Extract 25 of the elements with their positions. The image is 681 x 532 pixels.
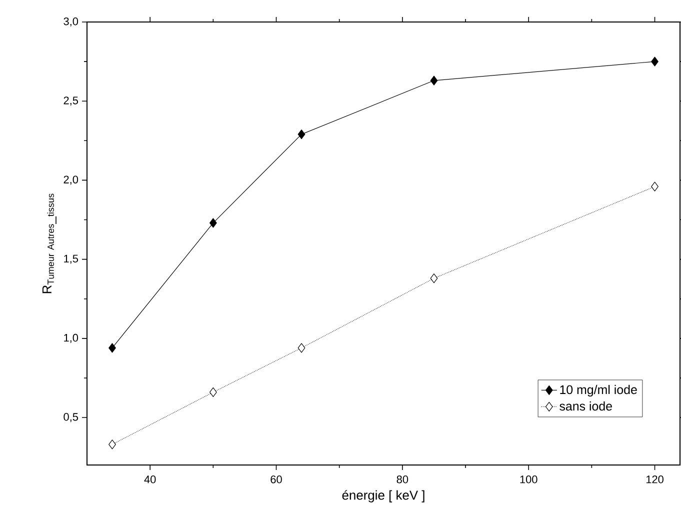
x-tick-label: 100	[520, 476, 538, 484]
y-tick-label: 1,0	[64, 334, 78, 343]
x-axis-title: énergie [ keV ]	[342, 490, 424, 502]
y-tick-label: 2,5	[64, 96, 78, 106]
point	[651, 182, 658, 192]
point	[209, 387, 217, 398]
legend-label: 10 mg/ml iode	[560, 384, 637, 397]
y-axis-title: $\mathrm{R}_{\mathrm{Tumeur\ Autres\_tissus}}$	[42, 194, 56, 294]
x-tick-label: 40	[144, 476, 156, 484]
y-tick-label: 3,0	[64, 17, 78, 27]
x-tick-label: 120	[646, 476, 664, 484]
legend-label: sans iode	[560, 401, 612, 411]
point	[108, 440, 116, 450]
point	[651, 56, 658, 66]
point	[108, 343, 116, 353]
point	[298, 130, 306, 140]
y-tick-label: 0,5	[64, 413, 78, 422]
y-tick-label: 2,0	[64, 176, 78, 185]
point	[430, 274, 438, 284]
point	[209, 218, 217, 228]
point	[298, 343, 306, 353]
point	[430, 76, 438, 86]
y-tick-label: 1,5	[64, 254, 78, 264]
x-tick-label: 80	[396, 476, 408, 484]
x-tick-label: 60	[270, 476, 282, 484]
